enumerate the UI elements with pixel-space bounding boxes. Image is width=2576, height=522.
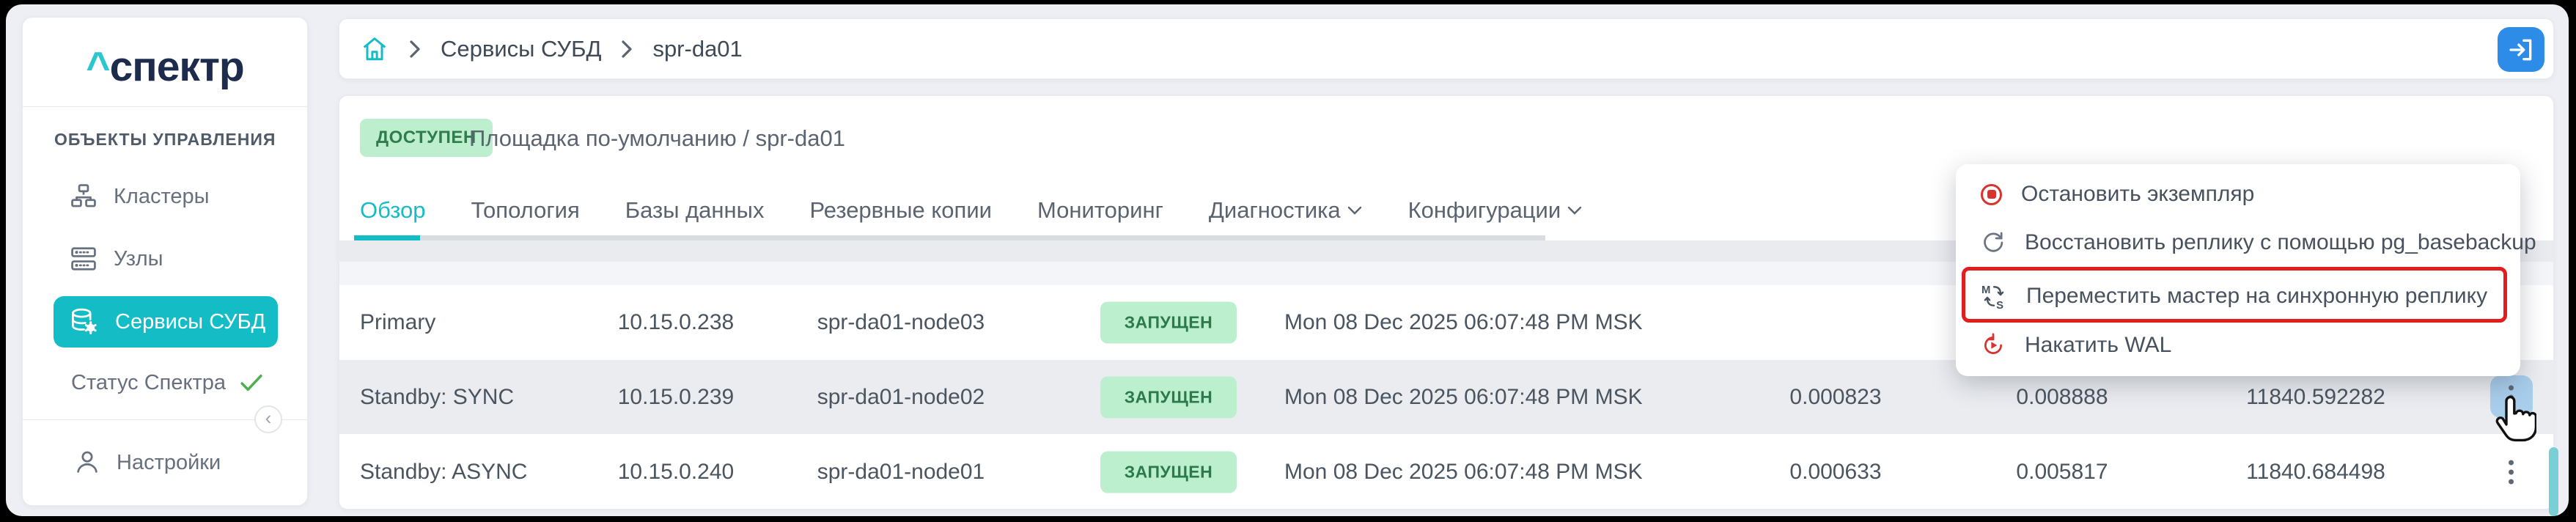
- node-ip: 10.15.0.239: [617, 384, 735, 409]
- table-row: Standby: ASYNC 10.15.0.240 spr-da01-node…: [339, 434, 2553, 509]
- tab-diagnostics[interactable]: Диагностика: [1209, 197, 1363, 224]
- lsn-value: 11840.592282: [2246, 384, 2385, 409]
- row-actions-menu: Остановить экземпляр Восстановить реплик…: [1956, 164, 2536, 376]
- node-name: spr-da01-node03: [817, 310, 985, 334]
- node-timestamp: Mon 08 Dec 2025 06:07:48 PM MSK: [1284, 310, 1643, 334]
- logout-button[interactable]: [2498, 27, 2544, 72]
- node-ip: 10.15.0.240: [617, 460, 735, 484]
- menu-item-label: Накатить WAL: [2025, 333, 2172, 357]
- breadcrumb-db-services[interactable]: Сервисы СУБД: [441, 35, 602, 62]
- vertical-scrollbar-thumb[interactable]: [2549, 447, 2558, 516]
- status-badge: ЗАПУЩЕН: [1100, 301, 1237, 344]
- tab-configurations[interactable]: Конфигурации: [1408, 197, 1583, 224]
- status-badge: ЗАПУЩЕН: [1100, 376, 1237, 418]
- active-tab-underline: [354, 235, 420, 240]
- tab-label: Обзор: [360, 197, 426, 223]
- breadcrumb-current: spr-da01: [652, 35, 743, 62]
- chevron-right-icon: [410, 40, 420, 58]
- tab-label: Диагностика: [1208, 197, 1341, 223]
- restore-replica-icon: [1984, 232, 2003, 252]
- lag-transfer: 0.008888: [2016, 384, 2108, 409]
- lag-apply: 0.000823: [1789, 384, 1882, 409]
- row-actions-kebab-icon[interactable]: [2504, 456, 2518, 489]
- tab-label: Конфигурации: [1407, 197, 1561, 223]
- status-badge: ЗАПУЩЕН: [1100, 451, 1237, 493]
- menu-item-restore-replica[interactable]: Восстановить реплику с помощью pg_baseba…: [1981, 227, 2536, 259]
- sidebar-section-label: ОБЪЕКТЫ УПРАВЛЕНИЯ: [54, 130, 276, 149]
- menu-item-stop-instance[interactable]: Остановить экземпляр: [1981, 178, 2254, 210]
- chevron-down-icon: [1568, 206, 1582, 215]
- sidebar-item-label: Статус Спектра: [71, 370, 227, 394]
- node-role: Standby: SYNC: [360, 384, 515, 409]
- chevron-down-icon: [1347, 206, 1361, 215]
- switchover-icon: M S: [1981, 284, 2004, 309]
- apply-wal-icon: [1984, 333, 2003, 354]
- lag-transfer: 0.005817: [2016, 460, 2108, 484]
- menu-item-label: Восстановить реплику с помощью pg_baseba…: [2025, 230, 2536, 254]
- menu-item-switchover-master[interactable]: M S Переместить мастер на синхронную реп…: [1981, 280, 2487, 312]
- home-icon[interactable]: [360, 34, 389, 64]
- tab-label: Резервные копии: [809, 197, 992, 223]
- sidebar-divider: [23, 106, 307, 107]
- sidebar-collapse-button[interactable]: ‹: [254, 405, 282, 433]
- check-icon: [240, 374, 262, 392]
- sidebar-item-label: Узлы: [114, 246, 163, 271]
- node-timestamp: Mon 08 Dec 2025 06:07:48 PM MSK: [1284, 384, 1643, 409]
- chevron-right-icon: [622, 40, 633, 58]
- user-icon: [77, 451, 97, 473]
- tab-databases[interactable]: Базы данных: [625, 197, 765, 224]
- arrow-exit-icon: [2509, 39, 2532, 60]
- cluster-icon: [71, 184, 96, 207]
- server-icon: [71, 247, 96, 271]
- app-logo: ^спектр: [23, 43, 307, 91]
- tab-label: Мониторинг: [1037, 197, 1163, 223]
- availability-badge: ДОСТУПЕН: [360, 119, 493, 157]
- tab-underline-track: [354, 235, 1545, 240]
- sidebar-item-spectr-status[interactable]: Статус Спектра: [54, 357, 278, 408]
- stop-icon: [1981, 183, 2002, 205]
- menu-item-apply-wal[interactable]: Накатить WAL: [1981, 329, 2171, 361]
- tab-monitoring[interactable]: Мониторинг: [1037, 197, 1163, 224]
- sidebar-item-label: Кластеры: [114, 184, 210, 208]
- svg-text:S: S: [1996, 300, 2003, 309]
- tab-label: Базы данных: [625, 197, 765, 223]
- tab-topology[interactable]: Топология: [471, 197, 580, 224]
- database-gear-icon: [72, 308, 97, 334]
- row-actions-kebab-icon[interactable]: [2504, 381, 2518, 413]
- logo-caret-icon: ^: [86, 43, 110, 90]
- tab-bar: Обзор Топология Базы данных Резервные ко…: [360, 197, 1583, 224]
- sidebar: ^спектр ОБЪЕКТЫ УПРАВЛЕНИЯ Кластеры Узлы: [22, 17, 308, 506]
- page-title: Площадка по-умолчанию / spr-da01: [469, 125, 845, 151]
- sidebar-divider: [23, 419, 307, 420]
- svg-text:M: M: [1981, 284, 1990, 296]
- sidebar-item-label: Настройки: [117, 450, 221, 474]
- menu-item-label: Переместить мастер на синхронную реплику: [2026, 284, 2488, 308]
- tab-label: Топология: [471, 197, 580, 223]
- node-role: Primary: [360, 310, 436, 334]
- node-timestamp: Mon 08 Dec 2025 06:07:48 PM MSK: [1284, 460, 1643, 484]
- sidebar-item-settings[interactable]: Настройки: [54, 437, 278, 488]
- lsn-value: 11840.684498: [2246, 460, 2385, 484]
- tab-overview[interactable]: Обзор: [360, 197, 426, 224]
- breadcrumb-bar: Сервисы СУБД spr-da01: [339, 18, 2554, 79]
- sidebar-item-nodes[interactable]: Узлы: [54, 233, 278, 284]
- tab-backups[interactable]: Резервные копии: [809, 197, 992, 224]
- logo-text: спектр: [109, 43, 245, 90]
- lag-apply: 0.000633: [1789, 460, 1882, 484]
- node-role: Standby: ASYNC: [360, 460, 528, 484]
- node-name: spr-da01-node02: [817, 384, 985, 409]
- node-ip: 10.15.0.238: [617, 310, 735, 334]
- node-name: spr-da01-node01: [817, 460, 985, 484]
- sidebar-item-clusters[interactable]: Кластеры: [54, 171, 278, 222]
- sidebar-item-label: Сервисы СУБД: [115, 309, 266, 334]
- sidebar-item-db-services[interactable]: Сервисы СУБД: [54, 296, 278, 348]
- menu-item-label: Остановить экземпляр: [2021, 182, 2255, 206]
